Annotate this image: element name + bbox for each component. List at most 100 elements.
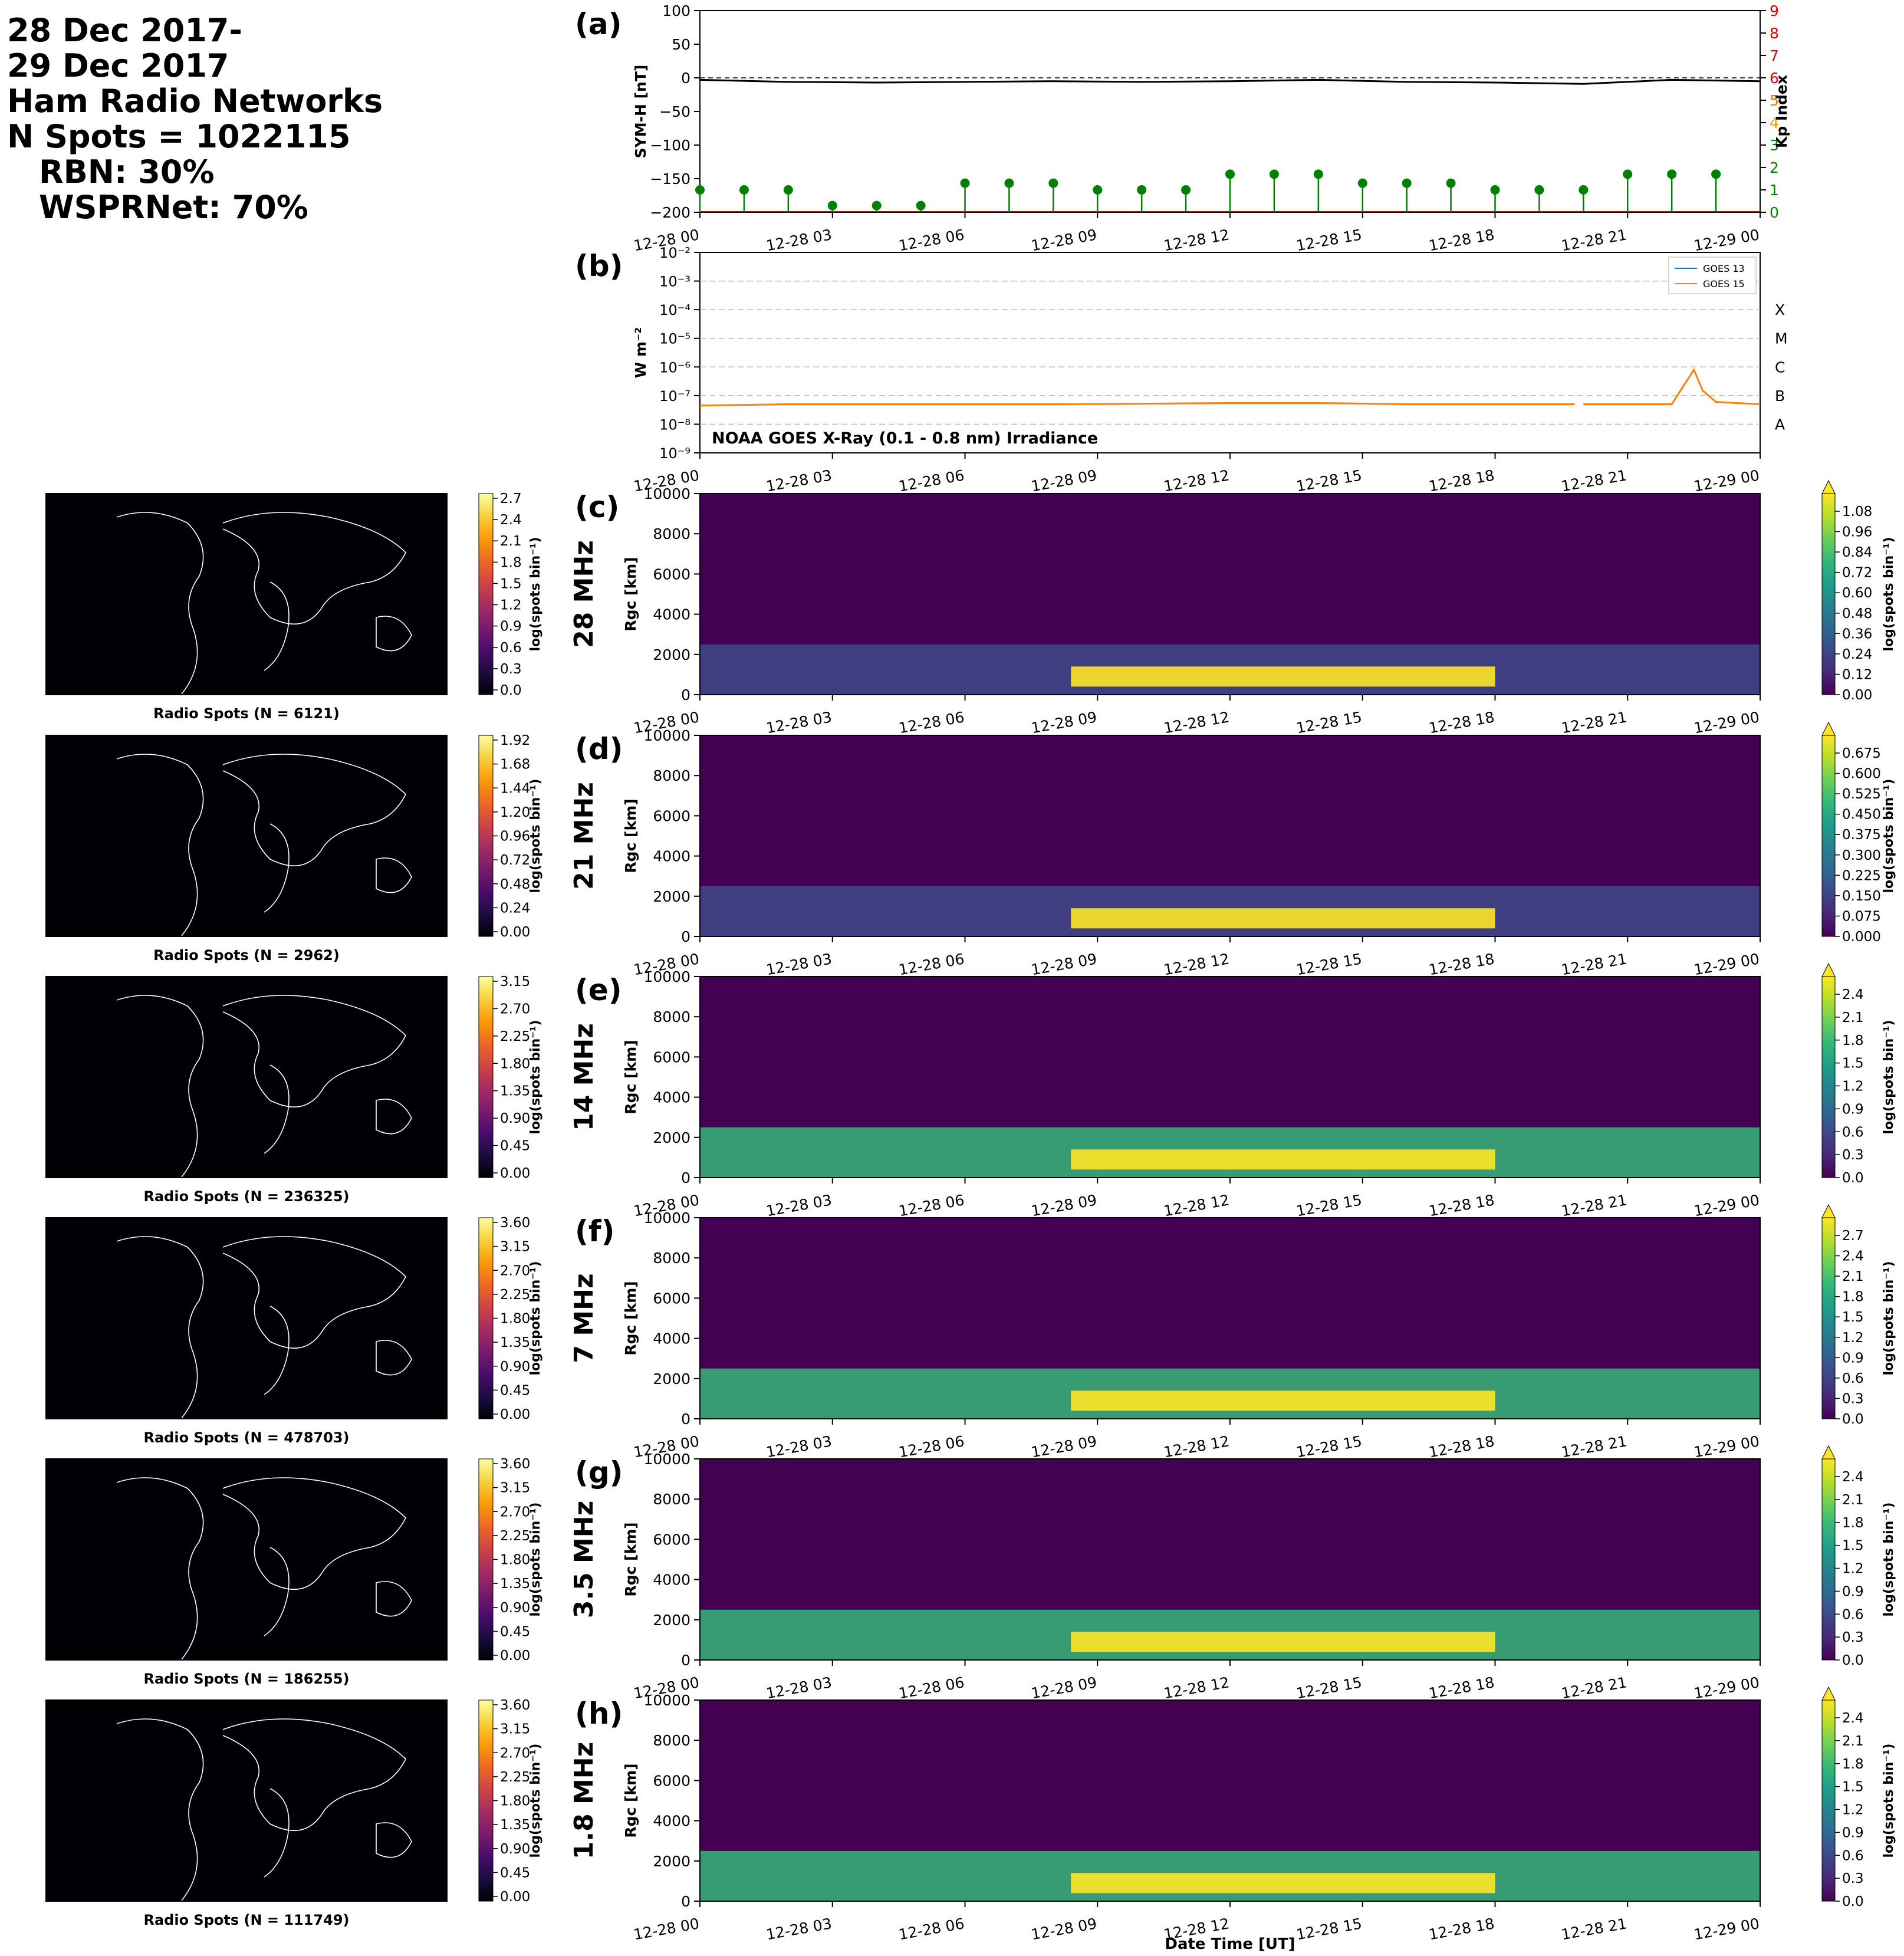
map-cbar-tick-label: 2.4 bbox=[500, 512, 522, 528]
header-date-start: 28 Dec 2017- bbox=[7, 12, 242, 49]
figure-header: 28 Dec 2017- 29 Dec 2017 Ham Radio Netwo… bbox=[7, 13, 383, 225]
world-map bbox=[46, 735, 447, 936]
map-cbar-tick-label: 1.35 bbox=[500, 1576, 530, 1592]
kp-tick-label: 9 bbox=[1770, 2, 1779, 19]
kp-tick-label: 0 bbox=[1770, 204, 1779, 221]
rti-x-tick-label: 12-28 15 bbox=[1295, 1191, 1363, 1219]
rti-x-tick-label: 12-28 12 bbox=[1162, 1674, 1231, 1702]
panel-a-x-tick-label: 12-28 15 bbox=[1295, 226, 1363, 254]
map-cbar-tick-label: 3.60 bbox=[500, 1457, 530, 1472]
rti-cbar-label: log(spots bin⁻¹) bbox=[1882, 779, 1896, 893]
rti-x-tick-label: 12-28 03 bbox=[765, 708, 833, 737]
band-label: 3.5 MHz bbox=[569, 1501, 599, 1618]
panel-b-x-tick-label: 12-28 15 bbox=[1295, 466, 1363, 495]
log-tick-label: 10⁻⁶ bbox=[659, 359, 690, 376]
panel-a-x-tick-label: 12-28 03 bbox=[765, 226, 833, 254]
rti-y-tick-label: 10000 bbox=[643, 1209, 690, 1227]
panel-label: (c) bbox=[575, 490, 619, 524]
rti-y-tick-label: 2000 bbox=[653, 1129, 690, 1146]
rti-cbar-tick-label: 1.5 bbox=[1842, 1056, 1864, 1071]
map-colorbar bbox=[478, 1699, 494, 1902]
rti-y-tick-label: 10000 bbox=[643, 1692, 690, 1709]
kp-marker bbox=[1579, 185, 1589, 195]
rti-cbar-tick-label: 0.675 bbox=[1842, 746, 1881, 761]
log-tick-label: 10⁻⁴ bbox=[659, 302, 690, 318]
coastline bbox=[116, 512, 412, 695]
rti-y-tick-label: 4000 bbox=[653, 1089, 690, 1106]
panel-a-x-tick-label: 12-28 06 bbox=[897, 226, 966, 254]
y-tick-label: 50 bbox=[672, 36, 690, 53]
map-cbar-tick-label: 0.6 bbox=[500, 640, 522, 656]
rti-peak bbox=[1071, 1149, 1495, 1170]
rti-cbar-tick-label: 1.5 bbox=[1842, 1538, 1864, 1554]
y-tick-label: −150 bbox=[650, 170, 690, 188]
rti-x-tick-label: 12-28 15 bbox=[1295, 708, 1363, 737]
map-cbar-tick-label: 0.90 bbox=[500, 1842, 530, 1857]
rti-x-tick-label: 12-28 21 bbox=[1560, 708, 1629, 737]
map-caption: Radio Spots (N = 111749) bbox=[143, 1912, 349, 1928]
rti-cbar-tick-label: 0.600 bbox=[1842, 767, 1881, 782]
rti-cbar-tick-label: 0.9 bbox=[1842, 1584, 1864, 1599]
rti-cbar-tick-label: 0.3 bbox=[1842, 1148, 1864, 1163]
rti-y-tick-label: 8000 bbox=[653, 1491, 690, 1508]
rti-x-tick-label: 12-28 12 bbox=[1162, 1191, 1231, 1219]
rti-cbar-tick-label: 1.08 bbox=[1842, 504, 1872, 520]
map-cbar-tick-label: 0.45 bbox=[500, 1865, 530, 1881]
map-cbar-tick-label: 0.90 bbox=[500, 1111, 530, 1126]
rti-y-tick-label: 0 bbox=[681, 1169, 690, 1186]
rti-y-tick-label: 8000 bbox=[653, 1732, 690, 1749]
map-colorbar bbox=[478, 1217, 494, 1419]
panel-a-x-tick-label: 12-28 12 bbox=[1162, 226, 1231, 254]
map-frame bbox=[45, 1458, 448, 1661]
panel-b-x-tick-label: 12-29 00 bbox=[1692, 466, 1761, 495]
rti-x-tick-label: 12-28 06 bbox=[897, 950, 966, 978]
panel-label: (g) bbox=[575, 1455, 623, 1490]
rti-cbar-tick-label: 1.2 bbox=[1842, 1803, 1864, 1818]
goes15-line bbox=[699, 367, 1761, 407]
map-cbar-tick-label: 2.25 bbox=[500, 1029, 530, 1044]
rti-y-tick-label: 4000 bbox=[653, 848, 690, 865]
rti-cbar-tick-label: 0.48 bbox=[1842, 606, 1872, 622]
kp-tick-label: 4 bbox=[1770, 114, 1779, 132]
coastline bbox=[116, 1718, 412, 1901]
rti-cbar-tick-label: 2.1 bbox=[1842, 1269, 1864, 1284]
rti-x-tick-label: 12-29 00 bbox=[1692, 1915, 1761, 1943]
map-cbar-tick-label: 0.45 bbox=[500, 1383, 530, 1398]
kp-marker bbox=[1402, 178, 1412, 188]
rti-x-tick-label: 12-28 15 bbox=[1295, 950, 1363, 978]
rti-y-tick-label: 10000 bbox=[643, 1451, 690, 1468]
coastline bbox=[116, 1477, 412, 1660]
rti-x-tick-label: 12-28 09 bbox=[1030, 1915, 1099, 1943]
rti-x-tick-label: 12-29 00 bbox=[1692, 1432, 1761, 1461]
map-cbar-tick-label: 2.25 bbox=[500, 1770, 530, 1785]
rti-peak bbox=[1071, 1873, 1495, 1893]
band-label: 21 MHz bbox=[569, 782, 599, 890]
map-frame bbox=[45, 976, 448, 1178]
map-cbar-tick-label: 0.00 bbox=[500, 1889, 530, 1905]
rti-cbar-tick-label: 0.12 bbox=[1842, 667, 1872, 682]
kp-marker bbox=[827, 200, 837, 211]
rti-x-tick-label: 12-28 06 bbox=[897, 1674, 966, 1702]
map-cbar-tick-label: 2.70 bbox=[500, 1745, 530, 1761]
kp-tick-label: 5 bbox=[1770, 92, 1779, 109]
rti-y-tick-label: 10000 bbox=[643, 485, 690, 502]
y-tick-label: −100 bbox=[650, 137, 690, 154]
rti-cbar-tick-label: 0.0 bbox=[1842, 1412, 1864, 1427]
panel-label: (f) bbox=[575, 1214, 614, 1248]
log-tick-label: 10⁻⁹ bbox=[659, 445, 690, 462]
header-rbn: RBN: 30% bbox=[39, 153, 215, 190]
y-tick-label: −200 bbox=[650, 204, 690, 221]
kp-marker bbox=[1446, 178, 1456, 188]
map-caption: Radio Spots (N = 2962) bbox=[153, 947, 340, 964]
log-tick-label: 10⁻² bbox=[659, 245, 690, 261]
map-cbar-tick-label: 0.00 bbox=[500, 925, 530, 940]
rti-cbar-tick-label: 0.3 bbox=[1842, 1391, 1864, 1406]
map-cbar-tick-label: 0.00 bbox=[500, 1407, 530, 1422]
map-cbar-tick-label: 2.25 bbox=[500, 1528, 530, 1544]
log-tick-label: 10⁻⁵ bbox=[659, 331, 690, 347]
rti-y-axis-label: Rgc [km] bbox=[622, 557, 639, 631]
rti-x-tick-label: 12-28 09 bbox=[1030, 950, 1099, 978]
kp-marker bbox=[916, 200, 926, 211]
colorbar-extend-arrow bbox=[1821, 721, 1836, 736]
map-cbar-tick-label: 1.80 bbox=[500, 1553, 530, 1568]
